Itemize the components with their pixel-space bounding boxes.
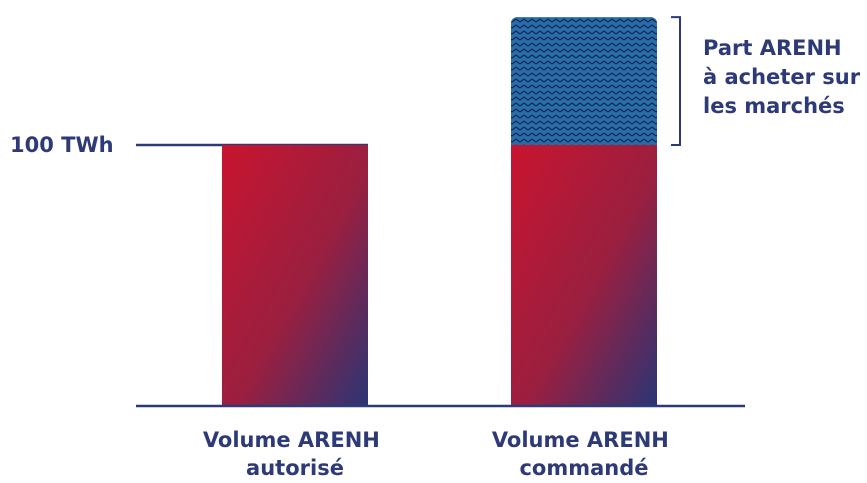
annotation-label-line-3: les marchés: [703, 94, 845, 118]
annotation-label-line-1: Part ARENH: [703, 36, 842, 60]
annotation-bracket: [671, 16, 681, 146]
category-label-autorise: Volume ARENH autorisé: [203, 428, 387, 480]
reference-line-label: 100 TWh: [10, 133, 114, 157]
category-label-commande: Volume ARENH commandé: [492, 428, 676, 480]
annotation-label: Part ARENH à acheter sur les marchés: [703, 36, 867, 118]
bar-autorise-base: [222, 145, 368, 406]
bar-commande-market-part-corner-fill: [511, 137, 657, 145]
bar-commande-market-part: [511, 17, 657, 145]
bar-commande-base: [511, 145, 657, 406]
category-label-commande-line-2: commandé: [519, 456, 648, 480]
bars-layer: [222, 17, 657, 406]
annotation-label-line-2: à acheter sur: [703, 65, 861, 89]
category-label-autorise-line-2: autorisé: [246, 456, 344, 480]
category-label-autorise-line-1: Volume ARENH: [203, 428, 380, 452]
category-label-commande-line-1: Volume ARENH: [492, 428, 669, 452]
annotation-bracket-group: Part ARENH à acheter sur les marchés: [671, 16, 867, 146]
